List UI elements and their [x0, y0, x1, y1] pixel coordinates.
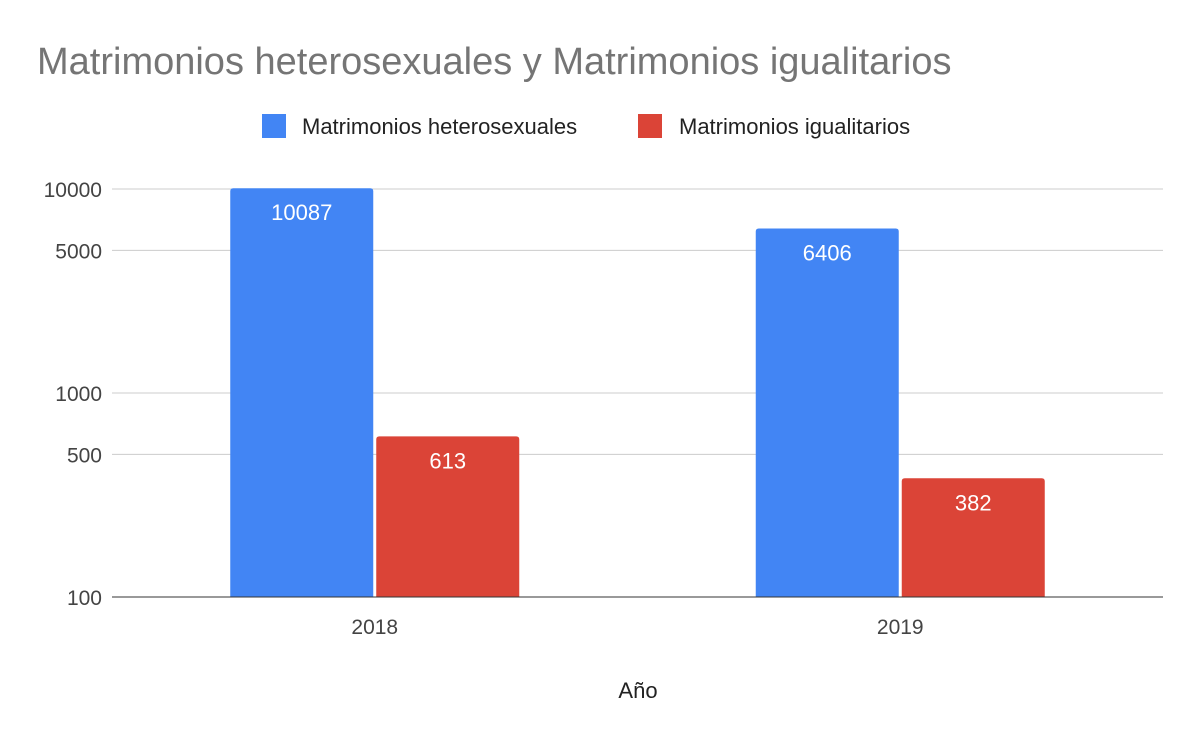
x-axis-title: Año — [618, 678, 657, 703]
bars — [230, 188, 1045, 597]
y-tick-label: 10000 — [44, 179, 102, 202]
chart-title: Matrimonios heterosexuales y Matrimonios… — [37, 41, 952, 83]
data-label: 6406 — [803, 240, 852, 265]
bar-igualitarios-2018 — [376, 436, 520, 597]
legend-label-heterosexuales: Matrimonios heterosexuales — [302, 114, 577, 139]
legend-label-igualitarios: Matrimonios igualitarios — [679, 114, 910, 139]
x-tick-label: 2018 — [351, 616, 398, 639]
y-axis-ticks: 100 500 1000 5000 10000 — [44, 179, 102, 610]
x-tick-label: 2019 — [877, 616, 924, 639]
data-label: 382 — [955, 490, 992, 515]
y-tick-label: 100 — [67, 587, 102, 610]
x-axis-ticks: 2018 2019 — [351, 616, 923, 639]
data-label: 613 — [429, 448, 466, 473]
y-tick-label: 1000 — [55, 383, 102, 406]
legend: Matrimonios heterosexuales Matrimonios i… — [262, 114, 910, 139]
y-tick-label: 500 — [67, 444, 102, 467]
bar-heterosexuales-2018 — [230, 188, 374, 597]
y-tick-label: 5000 — [55, 240, 102, 263]
legend-swatch-igualitarios — [638, 114, 662, 138]
data-labels: 10087 613 6406 382 — [271, 200, 991, 515]
legend-swatch-heterosexuales — [262, 114, 286, 138]
data-label: 10087 — [271, 200, 332, 225]
bar-heterosexuales-2019 — [755, 228, 899, 597]
bar-igualitarios-2019 — [901, 478, 1045, 597]
